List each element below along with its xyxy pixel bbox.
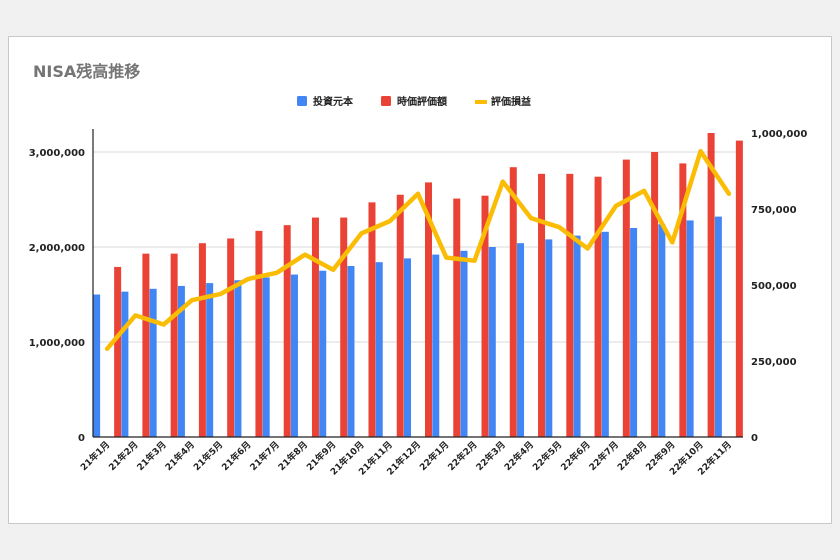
bar-market-value [396,194,404,437]
category-label: 22年5月 [530,439,565,474]
left-tick-label: 2,000,000 [29,243,85,254]
category-label: 21年7月 [247,439,282,474]
bar-market-value [707,133,715,437]
chart-card: NISA残高推移 投資元本 時価評価額 評価損益 0 1,000,000 2,000,0… [8,36,832,524]
category-label: 21年2月 [106,439,141,474]
category-label: 22年2月 [445,439,480,474]
bar-market-value [566,173,574,437]
line-profit-loss [104,148,732,352]
legend: 投資元本 時価評価額 評価損益 [297,95,531,108]
category-label: 22年4月 [502,439,537,474]
category-label: 21年3月 [134,439,169,474]
bar-market-value [114,266,122,437]
bar-market-value [340,217,348,437]
chart: NISA残高推移 投資元本 時価評価額 評価損益 0 1,000,000 2,000,0… [29,62,808,478]
category-label: 21年6月 [219,439,254,474]
legend-label: 時価評価額 [397,95,447,108]
right-tick-label: 250,000 [751,357,797,368]
bar-market-value [481,195,489,437]
legend-swatch-bar [381,96,391,106]
bar-market-value [425,182,432,437]
right-tick-label: 500,000 [751,281,797,292]
bar-principal [404,258,411,437]
right-tick-label: 750,000 [751,205,797,216]
bar-market-value [538,173,546,437]
category-label: 22年6月 [558,439,593,474]
right-axis-ticks: 0 250,000 500,000 750,000 1,000,000 [751,129,807,444]
legend-swatch-bar [297,96,307,106]
bar-market-value [170,253,178,437]
bar-principal [177,285,185,437]
bar-market-value [622,159,630,437]
left-tick-label: 0 [78,433,85,444]
bar-principal [375,262,383,437]
category-label: 21年4月 [163,439,198,474]
bar-market-value [311,217,319,437]
bar-principal [290,274,298,437]
bar-principal [686,220,694,437]
bar-market-value [198,243,206,437]
category-label: 22年7月 [586,439,621,474]
bar-principal [149,288,157,437]
bar-principal [262,277,270,437]
category-labels: 21年1月21年2月21年3月21年4月21年5月21年6月21年7月21年8月… [78,439,734,478]
bar-principal [460,250,468,437]
legend-swatch-line [475,100,487,104]
bar-principal [121,291,129,437]
bar-market-value [255,230,263,437]
axes [92,129,743,438]
right-tick-label: 0 [751,433,758,444]
legend-label: 投資元本 [313,95,354,108]
right-tick-label: 1,000,000 [751,129,807,140]
bar-market-value [227,238,235,437]
bar-principal [714,216,722,437]
bar-market-value [679,163,687,437]
bar-principal [206,283,214,437]
bar-market-value [283,225,291,437]
bars [93,133,743,437]
line-layer [104,148,732,352]
category-label: 22年8月 [615,439,650,474]
left-axis-ticks: 0 1,000,000 2,000,000 3,000,000 [29,148,85,444]
bar-market-value [368,202,376,437]
bar-principal [573,235,581,437]
bar-principal [517,243,525,437]
bar-principal [488,247,496,437]
left-tick-label: 3,000,000 [29,148,85,159]
bar-market-value [594,176,602,437]
category-label: 22年3月 [473,439,508,474]
bar-principal [234,280,242,437]
left-tick-label: 1,000,000 [29,338,85,349]
bar-market-value [509,167,517,437]
category-label: 21年8月 [276,439,311,474]
bar-principal [347,266,355,437]
bar-market-value [651,152,659,437]
bar-principal [601,231,609,437]
bar-principal [658,224,666,437]
bar-principal [630,228,638,437]
bar-market-value [142,253,150,437]
bar-principal [93,294,101,437]
bar-market-value [453,198,461,437]
bar-principal [545,239,553,437]
legend-label: 評価損益 [491,95,531,108]
category-label: 22年1月 [417,439,452,474]
bar-principal [432,254,440,437]
category-label: 21年5月 [191,439,226,474]
bar-market-value [735,140,743,437]
chart-title: NISA残高推移 [33,62,140,81]
bar-principal [319,270,327,437]
